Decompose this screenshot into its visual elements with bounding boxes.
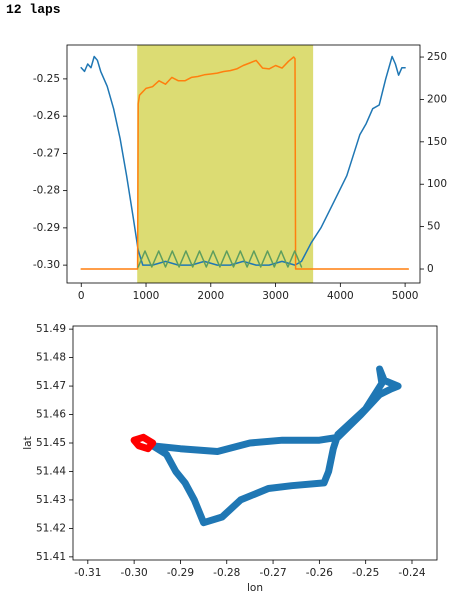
y2-tick-label: 200 [427,93,447,105]
y-tick-label: -0.28 [33,185,60,197]
plot-frame [66,44,421,284]
y-tick-label: 51.41 [36,551,66,563]
x-tick-label: 2000 [197,290,224,302]
line-series [149,365,402,527]
x-tick-label: -0.31 [74,567,101,579]
y2-tick-label: 0 [427,263,434,275]
header-title: 12 laps [6,2,61,17]
y2-tick-label: 50 [427,221,440,233]
x-tick-label: -0.28 [213,567,240,579]
y-tick-label: 51.45 [36,437,66,449]
y-tick-label: 51.43 [36,494,66,506]
y-tick-label: -0.30 [33,259,60,271]
y2-tick-label: 100 [427,178,447,190]
y-tick-label: 51.47 [36,380,66,392]
x-tick-label: 4000 [327,290,354,302]
line-series [80,56,410,270]
y-axis-label: lat [22,436,34,449]
y-tick-label: -0.26 [33,110,60,122]
x-tick-label: -0.25 [352,567,379,579]
y-tick-label: 51.48 [36,352,66,364]
x-tick-label: 0 [78,290,85,302]
y-tick-label: 51.49 [36,323,66,335]
x-tick-label: 3000 [262,290,289,302]
highlight-span [137,45,314,283]
x-tick-label: -0.26 [306,567,333,579]
x-tick-label: -0.24 [398,567,425,579]
y-tick-label: 51.42 [36,522,66,534]
line-series [137,250,303,268]
y-tick-label: -0.29 [33,222,60,234]
y-tick-label: 51.44 [36,465,66,477]
line-series [130,433,157,453]
x-tick-label: -0.30 [121,567,148,579]
line-series [80,55,406,266]
y-tick-label: -0.25 [33,73,60,85]
y2-tick-label: 250 [427,51,447,63]
x-tick-label: -0.27 [259,567,286,579]
x-tick-label: 1000 [133,290,160,302]
x-tick-label: -0.29 [167,567,194,579]
x-axis-label: lon [247,582,263,594]
y-tick-label: 51.46 [36,409,66,421]
x-tick-label: 5000 [392,290,419,302]
y2-tick-label: 150 [427,136,447,148]
y-tick-label: -0.27 [33,147,60,159]
